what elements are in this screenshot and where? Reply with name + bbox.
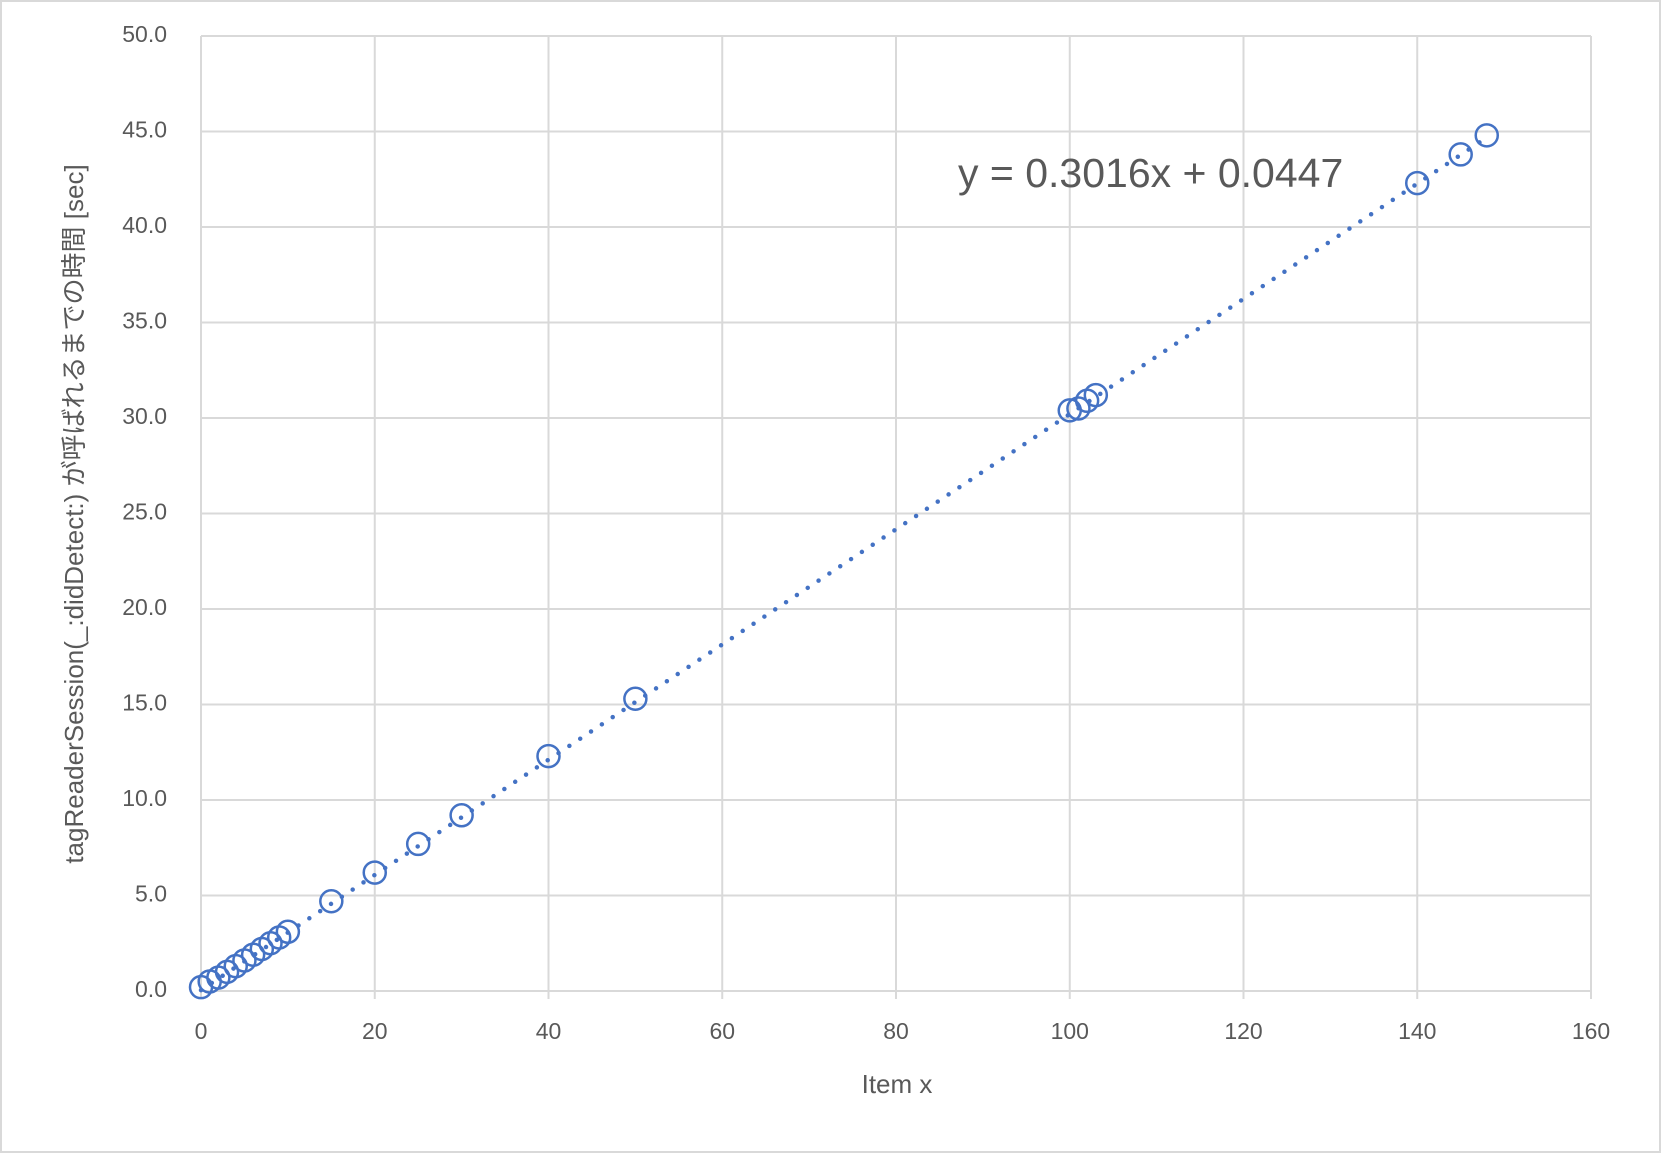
data-point [1448, 142, 1473, 167]
y-tick-label: 35.0 [122, 308, 167, 334]
data-point [449, 803, 474, 828]
trendline-equation: y = 0.3016x + 0.0447 [958, 150, 1343, 196]
x-tick-label: 0 [195, 1018, 208, 1044]
x-tick-label: 100 [1051, 1018, 1089, 1044]
x-tick-label: 140 [1398, 1018, 1436, 1044]
data-point [362, 860, 387, 885]
x-tick-label: 80 [883, 1018, 909, 1044]
data-point [1066, 396, 1091, 421]
y-tick-label: 5.0 [135, 881, 167, 907]
trendline [198, 135, 1489, 993]
data-point [405, 831, 431, 857]
y-tick-label: 15.0 [122, 690, 167, 716]
x-tick-label: 160 [1572, 1018, 1610, 1044]
y-tick-label: 30.0 [122, 403, 167, 429]
y-axis-title: tagReaderSession(_:didDetect:) が呼ばれるまでの時… [59, 164, 89, 863]
y-tick-label: 0.0 [135, 976, 167, 1002]
data-point [319, 888, 344, 914]
data-point [1474, 123, 1499, 148]
y-tick-label: 25.0 [122, 499, 167, 525]
data-point [623, 686, 648, 712]
x-axis-title: Item x [862, 1069, 933, 1099]
data-point [536, 743, 561, 769]
y-tick-label: 45.0 [122, 117, 167, 143]
y-tick-label: 10.0 [122, 785, 167, 811]
x-tick-label: 20 [362, 1018, 388, 1044]
x-tick-label: 120 [1224, 1018, 1262, 1044]
x-tick-label: 60 [709, 1018, 735, 1044]
y-tick-label: 50.0 [122, 21, 167, 47]
data-point [1405, 170, 1430, 196]
y-tick-label: 20.0 [122, 594, 167, 620]
data-point [275, 919, 301, 945]
x-tick-label: 40 [536, 1018, 562, 1044]
y-tick-label: 40.0 [122, 212, 167, 238]
data-point [1083, 382, 1109, 408]
